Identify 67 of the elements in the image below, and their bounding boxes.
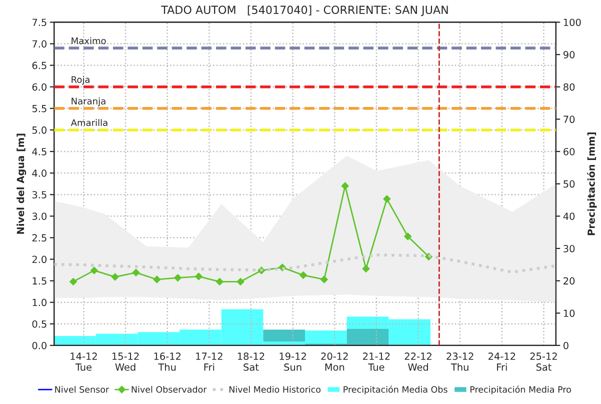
y2-tick-label: 90 xyxy=(563,51,575,58)
bar xyxy=(263,330,306,342)
y-tick-label: 6.5 xyxy=(32,62,46,70)
point xyxy=(300,272,307,279)
point xyxy=(132,268,140,276)
x-tick-label: 19-12 Sun xyxy=(280,352,306,371)
legend-label: Nivel Sensor xyxy=(55,386,110,393)
point xyxy=(111,273,119,281)
point xyxy=(153,276,161,284)
y2-tick-label: 80 xyxy=(564,83,575,91)
y-tick-label: 3.5 xyxy=(32,191,46,198)
x-tick-label: 16-12 Thu xyxy=(154,352,181,371)
y-tick-label: 7.5 xyxy=(32,18,46,26)
legend-label: Precipitación Media Obs xyxy=(344,386,448,394)
y-tick-label: 4.0 xyxy=(32,170,46,177)
y2-tick-label: 10 xyxy=(564,310,575,317)
y2-tick-label: 0 xyxy=(564,342,568,350)
y2-tick-label: 100 xyxy=(564,18,581,26)
point xyxy=(216,278,224,286)
legend-label: Nivel Medio Historico xyxy=(229,386,320,393)
point xyxy=(236,278,244,286)
y-tick-label: 2.5 xyxy=(32,234,46,242)
ref-line-label: Amarilla xyxy=(70,119,108,126)
x-tick-label: 15-12 Wed xyxy=(112,352,139,371)
point xyxy=(174,274,182,282)
point xyxy=(90,266,98,274)
y2-tick-label: 70 xyxy=(564,116,575,124)
legend-label: Precipitación Media Pro xyxy=(470,386,571,394)
ref-line-label: Naranja xyxy=(72,98,106,106)
point xyxy=(70,278,77,286)
point xyxy=(383,195,391,203)
point xyxy=(404,232,412,240)
y2-axis-title: Precipitación [mm] xyxy=(586,132,597,236)
y2-tick-label: 60 xyxy=(564,148,575,156)
point xyxy=(341,182,349,190)
chart-title: TADO AUTOM [54017040] - CORRIENTE: SAN JUAN xyxy=(161,5,448,16)
point xyxy=(362,265,370,272)
y-tick-label: 3.0 xyxy=(32,212,46,220)
y-tick-label: 1.5 xyxy=(32,277,46,285)
x-tick-label: 21-12 Tue xyxy=(363,352,390,371)
y-tick-label: 0.0 xyxy=(32,342,46,350)
y2-tick-label: 50 xyxy=(564,180,575,188)
y2-tick-label: 40 xyxy=(563,212,575,220)
y2-tick-label: 20 xyxy=(564,277,575,285)
y-tick-label: 5.0 xyxy=(32,126,46,134)
point xyxy=(195,272,202,280)
x-tick-label: 25-12 Sat xyxy=(530,352,557,371)
x-tick-label: 17-12 Fri xyxy=(196,352,222,371)
x-tick-label: 20-12 Mon xyxy=(321,352,348,371)
x-tick-label: 18-12 Sat xyxy=(238,352,264,371)
y-axis-title: Nivel del Agua [m] xyxy=(16,134,26,234)
y-tick-label: 6.0 xyxy=(32,83,46,91)
y2-tick-label: 30 xyxy=(564,244,575,252)
y-tick-label: 4.5 xyxy=(32,148,46,156)
ref-line-label: Roja xyxy=(72,76,90,85)
y-tick-label: 7.0 xyxy=(32,40,46,48)
x-tick-label: 23-12 Thu xyxy=(446,352,474,371)
x-tick-label: 24-12 Fri xyxy=(488,352,516,371)
ref-line-label: Maximo xyxy=(72,37,106,44)
y-tick-label: 2.0 xyxy=(32,256,46,264)
x-tick-label: 14-12 Tue xyxy=(70,352,97,371)
legend-label: Nivel Observador xyxy=(132,386,207,393)
y-tick-label: 1.0 xyxy=(32,298,46,306)
y-tick-label: 5.5 xyxy=(32,105,46,112)
point xyxy=(320,276,328,284)
x-tick-label: 22-12 Wed xyxy=(404,352,432,371)
y-tick-label: 0.5 xyxy=(32,320,46,328)
